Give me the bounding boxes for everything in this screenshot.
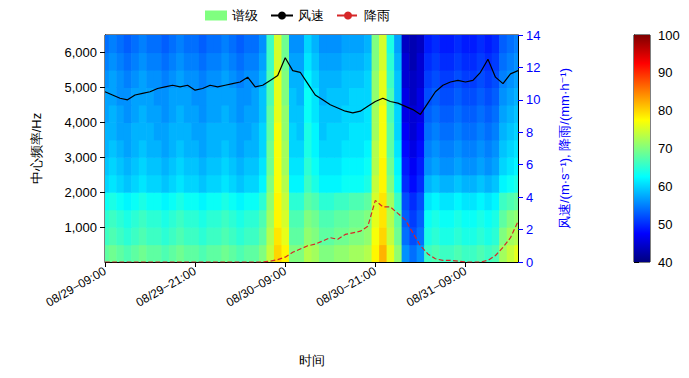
svg-text:50: 50 xyxy=(658,217,672,232)
svg-text:70: 70 xyxy=(658,141,672,156)
svg-text:2: 2 xyxy=(526,222,533,237)
svg-text:风速/(m·s⁻¹), 降雨/(mm·h⁻¹): 风速/(m·s⁻¹), 降雨/(mm·h⁻¹) xyxy=(557,68,572,229)
svg-text:08/30−09:00: 08/30−09:00 xyxy=(224,264,289,310)
svg-text:4: 4 xyxy=(526,190,533,205)
svg-text:08/29−09:00: 08/29−09:00 xyxy=(43,264,108,310)
svg-text:0: 0 xyxy=(526,255,533,270)
svg-text:降雨: 降雨 xyxy=(364,8,390,23)
svg-text:4,000: 4,000 xyxy=(64,115,97,130)
svg-text:40: 40 xyxy=(658,255,672,270)
svg-text:100: 100 xyxy=(658,28,680,43)
svg-text:12: 12 xyxy=(526,60,540,75)
svg-text:6,000: 6,000 xyxy=(64,45,97,60)
svg-text:90: 90 xyxy=(658,65,672,80)
svg-text:60: 60 xyxy=(658,179,672,194)
svg-text:1,000: 1,000 xyxy=(64,220,97,235)
svg-text:80: 80 xyxy=(658,103,672,118)
svg-text:08/30−21:00: 08/30−21:00 xyxy=(314,264,379,310)
svg-text:时间: 时间 xyxy=(299,353,325,368)
svg-text:谱级: 谱级 xyxy=(232,8,258,23)
svg-text:08/29−21:00: 08/29−21:00 xyxy=(134,264,199,310)
svg-text:8: 8 xyxy=(526,125,533,140)
svg-text:3,000: 3,000 xyxy=(64,150,97,165)
svg-text:14: 14 xyxy=(526,28,540,43)
svg-text:中心频率/Hz: 中心频率/Hz xyxy=(29,113,44,185)
svg-text:5,000: 5,000 xyxy=(64,80,97,95)
svg-text:风速: 风速 xyxy=(298,8,324,23)
svg-text:2,000: 2,000 xyxy=(64,185,97,200)
svg-text:10: 10 xyxy=(526,92,540,107)
svg-text:08/31−09:00: 08/31−09:00 xyxy=(404,264,469,310)
svg-text:6: 6 xyxy=(526,157,533,172)
